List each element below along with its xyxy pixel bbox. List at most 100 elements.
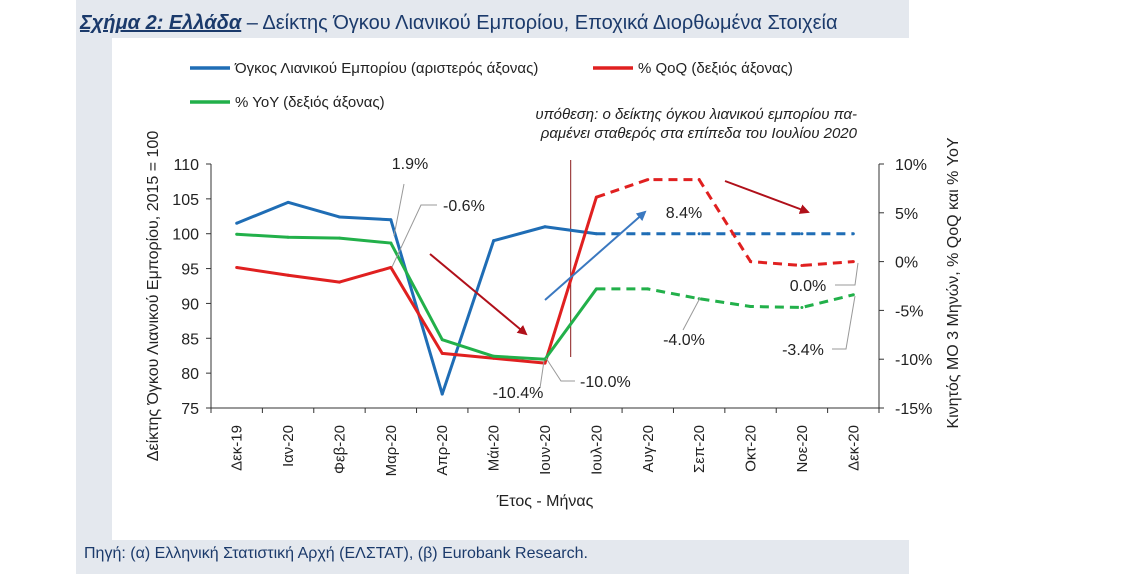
volume-series-point (543, 225, 547, 229)
right-tick-label: -10% (895, 352, 932, 369)
legend-label: % YoY (δεξιός άξονας) (235, 94, 385, 111)
volume-series-point (286, 200, 290, 204)
volume-series-point (851, 232, 855, 236)
yoy-series-point (646, 287, 650, 291)
yoy-series-point (389, 241, 393, 245)
data-label-leader (832, 295, 856, 350)
x-tick-label: Φεβ-20 (331, 425, 348, 474)
downtrend-arrow (429, 253, 528, 336)
x-tick-label: Ιουν-20 (537, 425, 554, 475)
x-tick-label: Δεκ-19 (229, 425, 246, 471)
data-label: -10.4% (493, 385, 544, 402)
qoq-series-forecast-line (595, 178, 854, 268)
volume-series-point (337, 215, 341, 219)
x-tick-label: Αυγ-20 (640, 425, 657, 472)
right-tick-label: 5% (895, 206, 918, 223)
qoq-series-point (749, 260, 753, 264)
assumption-note-line: ραμένει σταθερός στα επίπεδα του Ιουλίου… (540, 125, 858, 142)
data-label: 8.4% (666, 205, 702, 222)
overlay-layer: Όγκος Λιανικού Εμπορίου (αριστερός άξονα… (190, 60, 859, 402)
x-tick-label: Νοε-20 (794, 425, 811, 473)
legend-label: Όγκος Λιανικού Εμπορίου (αριστερός άξονα… (234, 60, 538, 77)
volume-series-point (389, 218, 393, 222)
yoy-series-point (337, 236, 341, 240)
volume-series-actual-line (236, 200, 597, 396)
slowdown-arrow (724, 180, 810, 214)
right-tick-label: 10% (895, 157, 927, 174)
assumption-note-line: υπόθεση: ο δείκτης όγκου λιανικού εμπορί… (535, 106, 857, 123)
volume-series-point (594, 232, 598, 236)
legend-label: % QoQ (δεξιός άξονας) (638, 60, 793, 77)
volume-series-point (800, 232, 804, 236)
x-tick-label: Απρ-20 (434, 425, 451, 476)
x-tick-label: Μαρ-20 (383, 425, 400, 476)
chart-panel (112, 38, 994, 540)
left-axis-title: Δείκτης Όγκου Λιανικού Εμπορίου, 2015 = … (145, 131, 162, 462)
x-tick-label: Ιουλ-20 (588, 425, 605, 475)
right-tick-label: -15% (895, 401, 932, 418)
data-label: -0.6% (443, 198, 485, 215)
data-label-leader (682, 297, 701, 331)
source-note: Πηγή: (α) Ελληνική Στατιστική Αρχή (ΕΛΣΤ… (84, 545, 588, 562)
recovery-arrow (544, 210, 647, 301)
left-tick-label: 100 (172, 227, 199, 244)
data-label: 0.0% (790, 278, 826, 295)
qoq-series-point (851, 260, 855, 264)
left-tick-label: 90 (181, 296, 199, 313)
right-axis-title: Κινητός ΜΟ 3 Μηνών, % QoQ και % YoY (945, 137, 962, 428)
volume-series-point (235, 221, 239, 225)
figure-title-text: – Δείκτης Όγκου Λιανικού Εμπορίου, Εποχι… (241, 12, 838, 34)
left-tick-label: 110 (173, 157, 199, 174)
yoy-series-point (851, 293, 855, 297)
volume-series-point (697, 232, 701, 236)
qoq-series-point (697, 178, 701, 182)
data-label-leader (545, 357, 575, 382)
x-tick-label: Σεπ-20 (691, 425, 708, 473)
right-tick-label: 0% (895, 255, 918, 272)
data-label: 1.9% (392, 156, 428, 173)
yoy-series-point (594, 287, 598, 291)
volume-series-point (749, 232, 753, 236)
qoq-series-point (646, 178, 650, 182)
x-tick-label: Δεκ-20 (845, 425, 862, 471)
yoy-series-point (492, 354, 496, 358)
right-tick-label: -5% (895, 303, 923, 320)
data-label-leader (539, 360, 545, 389)
data-label: -4.0% (663, 332, 705, 349)
x-tick-label: Ιαν-20 (280, 425, 297, 467)
data-label-leader (835, 262, 859, 286)
qoq-series-point (286, 273, 290, 277)
data-label-leader (393, 183, 405, 237)
x-tick-label: Οκτ-20 (743, 425, 760, 472)
left-tick-label: 85 (181, 331, 199, 348)
volume-series-point (492, 239, 496, 243)
left-tick-label: 80 (181, 366, 199, 383)
qoq-series-point (337, 280, 341, 284)
yoy-series-point (749, 304, 753, 308)
yoy-series-forecast-line (596, 287, 854, 309)
qoq-series-actual-line (236, 196, 598, 365)
yoy-series-point (286, 235, 290, 239)
yoy-series-point (235, 232, 239, 236)
qoq-series-point (800, 264, 804, 268)
qoq-series-point (235, 265, 239, 269)
qoq-series-point (440, 351, 444, 355)
chart-axes: 110 105 100 95 90 85 80 75 10% 5% 0% -5% -10% -15% Δεκ… (145, 131, 962, 510)
data-label: -10.0% (580, 374, 631, 391)
left-tick-label: 75 (181, 401, 199, 418)
volume-series-point (646, 232, 650, 236)
qoq-series-point (594, 195, 598, 199)
figure-label: Σχήμα 2: Ελλάδα (80, 12, 242, 34)
figure-title: Σχήμα 2: Ελλάδα – Δείκτης Όγκου Λιανικού… (80, 12, 838, 35)
data-label: -3.4% (782, 342, 824, 359)
yoy-series-point (800, 305, 804, 309)
x-axis-title: Έτος - Μήνας (496, 493, 594, 510)
volume-series-point (440, 392, 444, 396)
left-tick-label: 95 (181, 262, 199, 279)
x-tick-label: Μάι-20 (486, 425, 503, 471)
yoy-series-actual-line (236, 232, 598, 361)
yoy-series-point (440, 338, 444, 342)
data-label-leader (391, 204, 437, 268)
series-layer (235, 160, 855, 396)
